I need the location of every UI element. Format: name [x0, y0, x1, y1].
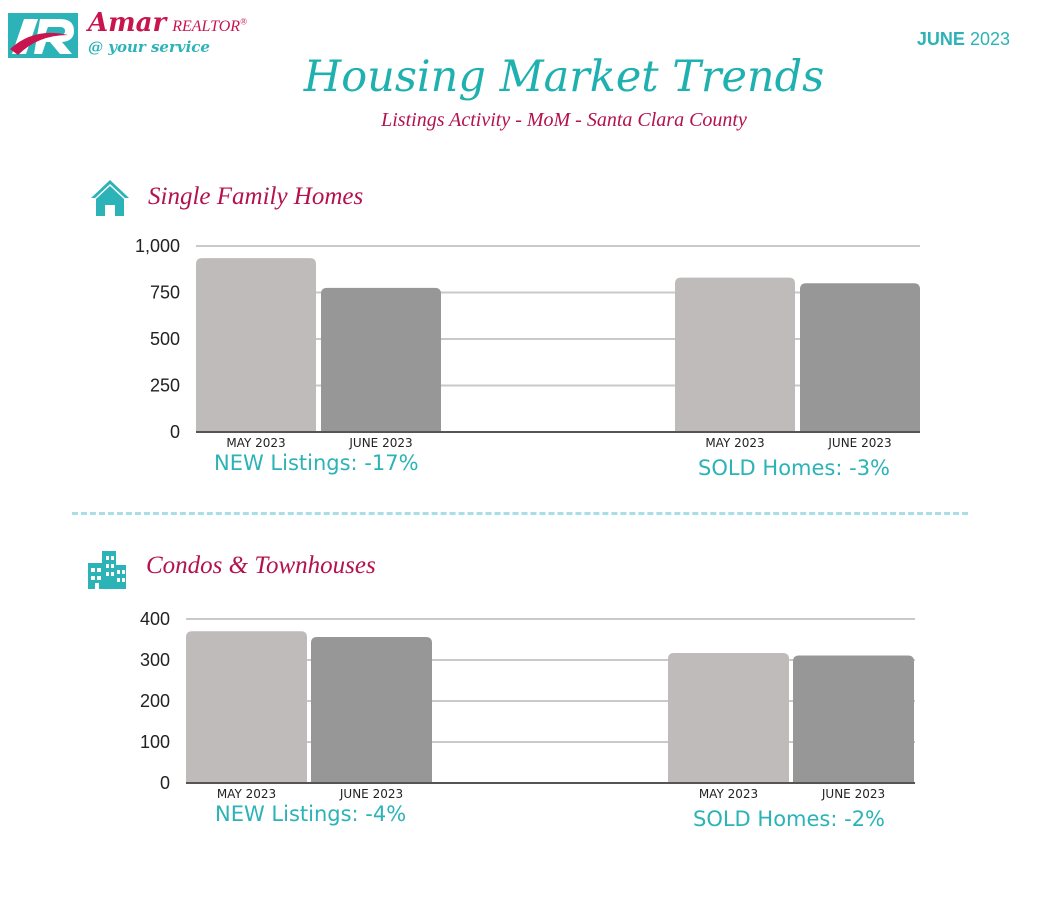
bar	[800, 283, 920, 432]
new-listings-caption-sfh: NEW Listings: -17%	[214, 451, 419, 475]
x-tick-label: JUNE 2023	[348, 436, 412, 450]
report-date: JUNE 2023	[916, 29, 1010, 49]
x-tick-label: MAY 2023	[699, 787, 758, 801]
building-icon	[88, 551, 126, 589]
x-tick-label: JUNE 2023	[827, 436, 891, 450]
x-tick-label: JUNE 2023	[339, 787, 403, 801]
new-listings-caption-condos: NEW Listings: -4%	[215, 802, 407, 826]
x-tick-label: MAY 2023	[217, 787, 276, 801]
section-title-single-family: Single Family Homes	[148, 183, 364, 210]
y-tick-label: 0	[160, 773, 170, 793]
brand-tagline: @ your service	[88, 38, 210, 56]
bar	[668, 653, 789, 783]
sold-homes-caption-condos: SOLD Homes: -2%	[693, 807, 886, 831]
bar	[321, 287, 441, 432]
y-tick-label: 300	[140, 650, 170, 670]
brand-name: Amar REALTOR®	[88, 8, 247, 38]
x-tick-label: MAY 2023	[226, 436, 285, 450]
house-icon	[91, 180, 129, 216]
bar	[311, 637, 432, 783]
bar	[196, 258, 316, 432]
x-tick-label: JUNE 2023	[821, 787, 885, 801]
y-tick-label: 400	[140, 609, 170, 629]
section-title-condos: Condos & Townhouses	[146, 552, 376, 579]
y-tick-label: 100	[140, 732, 170, 752]
y-tick-label: 200	[140, 691, 170, 711]
y-tick-label: 250	[150, 376, 180, 396]
sold-homes-caption-sfh: SOLD Homes: -3%	[698, 456, 891, 480]
y-tick-label: 1,000	[135, 236, 180, 256]
realtor-logo-icon	[8, 13, 78, 58]
x-tick-label: MAY 2023	[705, 436, 764, 450]
y-tick-label: 500	[150, 329, 180, 349]
bar	[675, 277, 795, 432]
page-title: Housing Market Trends	[303, 52, 825, 102]
y-tick-label: 0	[170, 422, 180, 442]
page-subtitle: Listings Activity - MoM - Santa Clara Co…	[381, 109, 747, 131]
section-divider	[72, 512, 968, 515]
bar	[186, 631, 307, 783]
brand-realtor-label: REALTOR®	[172, 16, 247, 35]
y-tick-label: 750	[150, 283, 180, 303]
bar	[793, 655, 914, 783]
